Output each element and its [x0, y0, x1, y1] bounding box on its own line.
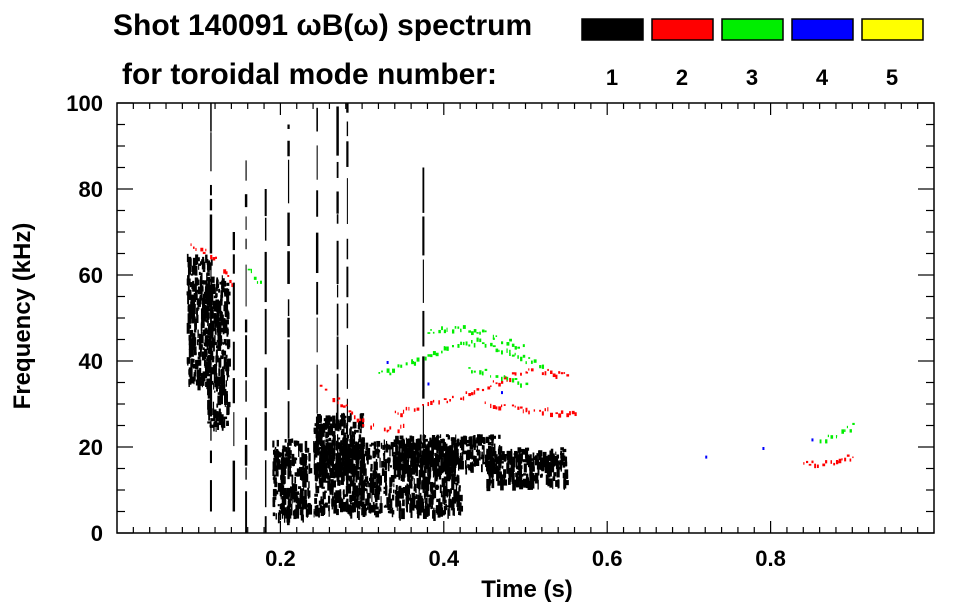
x-tick-label: 0.8 [755, 546, 786, 571]
mode-2-track-19 [394, 368, 570, 418]
x-axis: 0.2 0.4 0.6 0.8 [132, 103, 919, 571]
mode-3-track-23 [378, 337, 545, 376]
legend-swatch-mode-3 [721, 18, 784, 41]
mode-2-track-17 [223, 269, 233, 288]
x-tick-label: 0.2 [265, 546, 296, 571]
plot-area [186, 103, 855, 533]
legend-label-mode-4: 4 [816, 65, 829, 90]
legend: 1 2 3 4 5 [581, 18, 924, 90]
mode-3-track-22 [247, 268, 262, 284]
legend-swatch-mode-4 [791, 18, 854, 41]
mode-3-track-26 [819, 422, 855, 444]
chart-title-line2: for toroidal mode number: [122, 58, 497, 91]
legend-swatch-mode-5 [861, 18, 924, 41]
y-tick-label: 0 [91, 521, 103, 546]
y-tick-label: 40 [79, 349, 103, 374]
mode-2-track-21 [803, 454, 854, 469]
y-tick-label: 100 [66, 91, 103, 116]
x-tick-label: 0.4 [429, 546, 460, 571]
legend-label-mode-2: 2 [676, 65, 688, 90]
legend-label-mode-3: 3 [746, 65, 758, 90]
x-tick-label: 0.6 [592, 546, 623, 571]
mode-3-track-24 [427, 325, 525, 350]
y-tick-label: 20 [79, 435, 103, 460]
mode-1-blob-2 [272, 438, 313, 526]
legend-label-mode-5: 5 [886, 65, 898, 90]
y-tick-label: 80 [79, 177, 103, 202]
chart-title-line1: Shot 140091 ωB(ω) spectrum [113, 9, 532, 42]
mode-4-dots-27 [386, 361, 814, 459]
y-tick-label: 60 [79, 263, 103, 288]
y-axis-label: Frequency (kHz) [9, 223, 36, 410]
mode-1-blob-0 [186, 253, 214, 391]
mode-2-track-18 [319, 384, 405, 434]
mode-2-track-16 [190, 243, 218, 261]
mode-1-blob-5 [394, 434, 505, 478]
mode-3-track-25 [468, 367, 529, 388]
mode-2-track-20 [484, 401, 577, 418]
mode-1-blob-6 [486, 447, 569, 492]
y-axis: 0 20 40 60 80 100 [66, 91, 934, 546]
x-axis-label: Time (s) [481, 576, 573, 603]
legend-swatch-mode-1 [581, 18, 644, 41]
legend-label-mode-1: 1 [606, 65, 618, 90]
legend-swatch-mode-2 [651, 18, 714, 41]
